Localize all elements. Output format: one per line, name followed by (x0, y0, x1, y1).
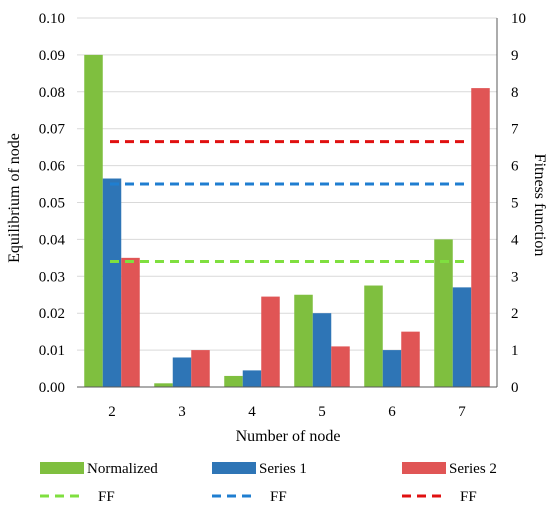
bar-series-1 (312, 313, 332, 387)
legend: Normalized Series 1 Series 2 FF FF FF (40, 461, 497, 505)
y2-tick-label: 7 (511, 122, 519, 138)
bar-series-2 (121, 257, 140, 387)
legend-label: FF (270, 489, 287, 505)
y-axis-title: Equilibrium of node (6, 133, 23, 263)
x-tick-label: 4 (248, 404, 256, 420)
y2-tick-label: 8 (511, 85, 519, 101)
y-tick-label: 0.10 (39, 11, 65, 27)
axes (77, 18, 498, 388)
x-tick-label: 6 (388, 404, 396, 420)
bar-series-1 (452, 287, 472, 387)
legend-label: Normalized (87, 461, 158, 477)
bar-normalized (224, 375, 243, 387)
y2-tick-label: 5 (511, 196, 519, 212)
legend-label: FF (98, 489, 115, 505)
bar-series-2 (401, 331, 420, 387)
y-tick-label: 0.04 (39, 232, 66, 248)
y2-tick-label: 1 (511, 343, 519, 359)
tick-labels: 0.00 0.01 0.02 0.03 0.04 0.05 0.06 0.07 0.08 0.09… (39, 11, 526, 420)
y-tick-label: 0.01 (39, 343, 65, 359)
y2-axis-title: Fitness function (531, 154, 548, 257)
y2-tick-label: 6 (511, 159, 519, 175)
legend-swatch (212, 462, 256, 474)
bar-series-1 (102, 178, 122, 387)
legend-label: Series 1 (259, 461, 307, 477)
bar-normalized (434, 239, 453, 387)
y-tick-label: 0.07 (39, 122, 66, 138)
y2-tick-label: 4 (511, 232, 519, 248)
x-tick-label: 5 (318, 404, 326, 420)
bar-series-2 (331, 346, 350, 387)
bar-series-2 (191, 350, 210, 387)
bar-normalized (294, 294, 313, 387)
bar-series-1 (242, 370, 262, 387)
y-tick-label: 0.09 (39, 48, 65, 64)
x-tick-label: 2 (108, 404, 116, 420)
y-tick-label: 0.00 (39, 380, 65, 396)
bar-series-1 (172, 357, 192, 387)
y-tick-label: 0.02 (39, 306, 65, 322)
bar-series-2 (261, 296, 280, 387)
ff-lines (110, 140, 464, 264)
gridlines (77, 17, 497, 351)
legend-swatch (402, 462, 446, 474)
bar-normalized (364, 285, 383, 387)
x-axis-title: Number of node (236, 428, 341, 445)
legend-swatch (40, 462, 84, 474)
y-tick-label: 0.08 (39, 85, 65, 101)
x-tick-label: 3 (178, 404, 186, 420)
y-tick-label: 0.03 (39, 269, 65, 285)
y2-tick-label: 2 (511, 306, 519, 322)
x-tick-label: 7 (458, 404, 466, 420)
bar-normalized (84, 54, 103, 388)
y2-tick-label: 10 (511, 11, 526, 27)
legend-label: FF (460, 489, 477, 505)
y2-tick-label: 3 (511, 269, 519, 285)
y-tick-label: 0.06 (39, 159, 66, 175)
y2-tick-label: 9 (511, 48, 519, 64)
y-tick-label: 0.05 (39, 196, 65, 212)
legend-label: Series 2 (449, 461, 497, 477)
bar-series-2 (471, 88, 490, 388)
bars (84, 54, 490, 388)
bar-normalized (154, 383, 173, 387)
y2-tick-label: 0 (511, 380, 519, 396)
bar-series-1 (382, 350, 402, 387)
